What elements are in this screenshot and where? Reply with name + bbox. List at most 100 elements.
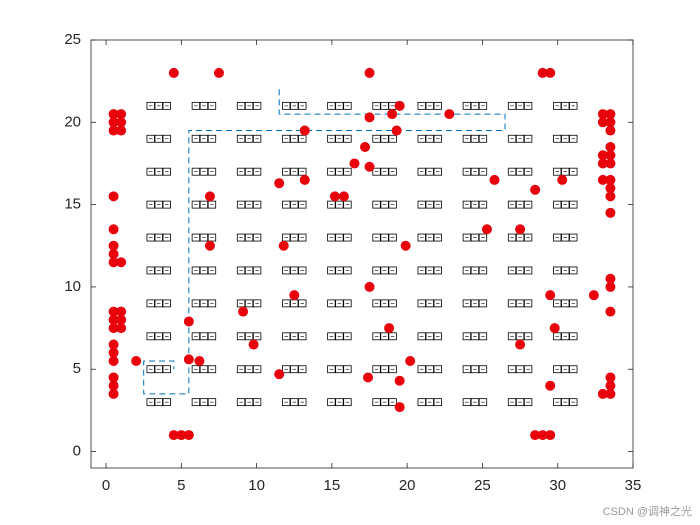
shelf-box	[523, 101, 533, 110]
shelf	[146, 200, 171, 209]
point	[605, 380, 616, 391]
shelf-box	[470, 101, 480, 110]
shelf-box	[335, 200, 344, 209]
watermark: CSDN @调神之光	[603, 504, 692, 518]
shelf	[191, 398, 217, 407]
shelf-box	[507, 101, 517, 110]
shelf-box	[146, 299, 155, 308]
shelf-box	[244, 200, 254, 209]
shelf-box	[515, 101, 525, 110]
shelf-box	[244, 134, 254, 143]
shelf	[327, 134, 352, 143]
shelf-box	[372, 167, 381, 176]
shelf-box	[146, 167, 155, 176]
shelf-box	[380, 332, 389, 341]
shelf-box	[425, 200, 434, 209]
shelf-box	[523, 266, 533, 275]
shelf-box	[191, 101, 201, 110]
point	[605, 158, 616, 169]
shelf-box	[236, 332, 246, 341]
point	[108, 306, 119, 317]
point	[394, 100, 405, 111]
shelf-box	[507, 200, 517, 209]
shelf-box	[191, 332, 201, 341]
point	[248, 339, 259, 350]
shelf-box	[380, 200, 389, 209]
shelf	[327, 365, 352, 374]
shelf	[417, 365, 442, 374]
y-tick-label: 15	[64, 196, 81, 213]
shelf-box	[162, 233, 171, 242]
point	[545, 290, 556, 301]
shelf	[462, 134, 488, 143]
point	[364, 161, 375, 172]
point	[605, 142, 616, 152]
shelf-box	[290, 365, 299, 374]
shelf-box	[252, 398, 262, 407]
shelf-box	[236, 365, 246, 374]
shelf-box	[478, 167, 488, 176]
shelf	[282, 167, 307, 176]
shelf-box	[162, 167, 171, 176]
shelf-box	[244, 299, 254, 308]
shelf-box	[507, 266, 517, 275]
shelf-box	[252, 266, 262, 275]
point	[405, 356, 416, 366]
shelf-box	[298, 266, 307, 275]
shelf	[282, 134, 307, 143]
route	[143, 89, 506, 395]
shelf-box	[433, 299, 442, 308]
shelf-box	[425, 365, 434, 374]
shelf	[507, 299, 533, 308]
shelf	[146, 365, 171, 374]
shelf-box	[507, 398, 517, 407]
point	[108, 249, 119, 259]
shelf	[236, 266, 262, 275]
shelf	[327, 398, 352, 407]
shelf	[191, 299, 217, 308]
point	[545, 67, 556, 78]
shelf	[507, 365, 533, 374]
shelf-box	[553, 398, 562, 407]
point	[116, 323, 127, 334]
point	[116, 125, 127, 136]
shelf-box	[146, 233, 155, 242]
shelf-box	[388, 233, 397, 242]
shelf-box	[343, 266, 352, 275]
shelf-box	[372, 134, 381, 143]
point	[364, 112, 375, 123]
shelf	[553, 266, 578, 275]
shelf-box	[335, 299, 344, 308]
shelf	[553, 101, 578, 110]
shelf	[417, 134, 442, 143]
shelf	[462, 233, 488, 242]
shelf-box	[199, 101, 209, 110]
shelf-box	[569, 332, 578, 341]
shelf	[236, 101, 262, 110]
shelf-box	[146, 266, 155, 275]
shelf	[236, 398, 262, 407]
shelf	[553, 200, 578, 209]
shelf-box	[462, 365, 472, 374]
shelf-box	[236, 299, 246, 308]
shelf	[146, 167, 171, 176]
shelf-box	[462, 398, 472, 407]
point	[364, 281, 375, 292]
shelf-box	[236, 398, 246, 407]
shelf-box	[388, 200, 397, 209]
shelf-box	[515, 200, 525, 209]
shelf	[191, 332, 217, 341]
shelf-box	[523, 398, 533, 407]
point	[108, 388, 119, 399]
shelf-box	[372, 101, 381, 110]
point	[213, 67, 224, 78]
shelf-box	[553, 200, 562, 209]
shelf-box	[154, 200, 163, 209]
shelf-box	[462, 233, 472, 242]
shelf	[553, 365, 578, 374]
shelf	[191, 365, 217, 374]
shelf-box	[191, 200, 201, 209]
shelf	[327, 167, 352, 176]
point	[444, 109, 455, 120]
shelf-box	[146, 332, 155, 341]
